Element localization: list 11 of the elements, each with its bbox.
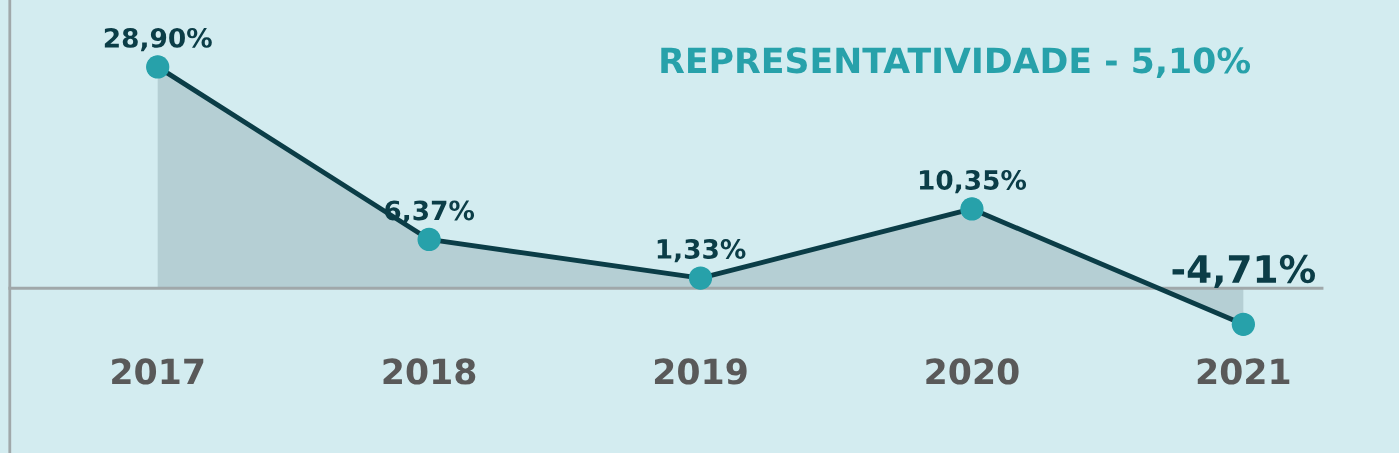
data-label: 28,90% [104, 27, 212, 52]
chart-title: REPRESENTATIVIDADE - 5,10% [661, 47, 1251, 78]
x-tick-label: 2018 [383, 358, 476, 385]
data-label: 10,35% [919, 169, 1027, 194]
x-tick-label: 2017 [112, 358, 204, 385]
x-tick-label: 2021 [1197, 358, 1290, 385]
data-label: 1,33% [657, 239, 746, 263]
x-tick-label: 2020 [926, 358, 1019, 385]
point [960, 197, 984, 221]
data-label: -4,71% [1172, 254, 1315, 288]
x-tick-label: 2019 [654, 358, 747, 385]
